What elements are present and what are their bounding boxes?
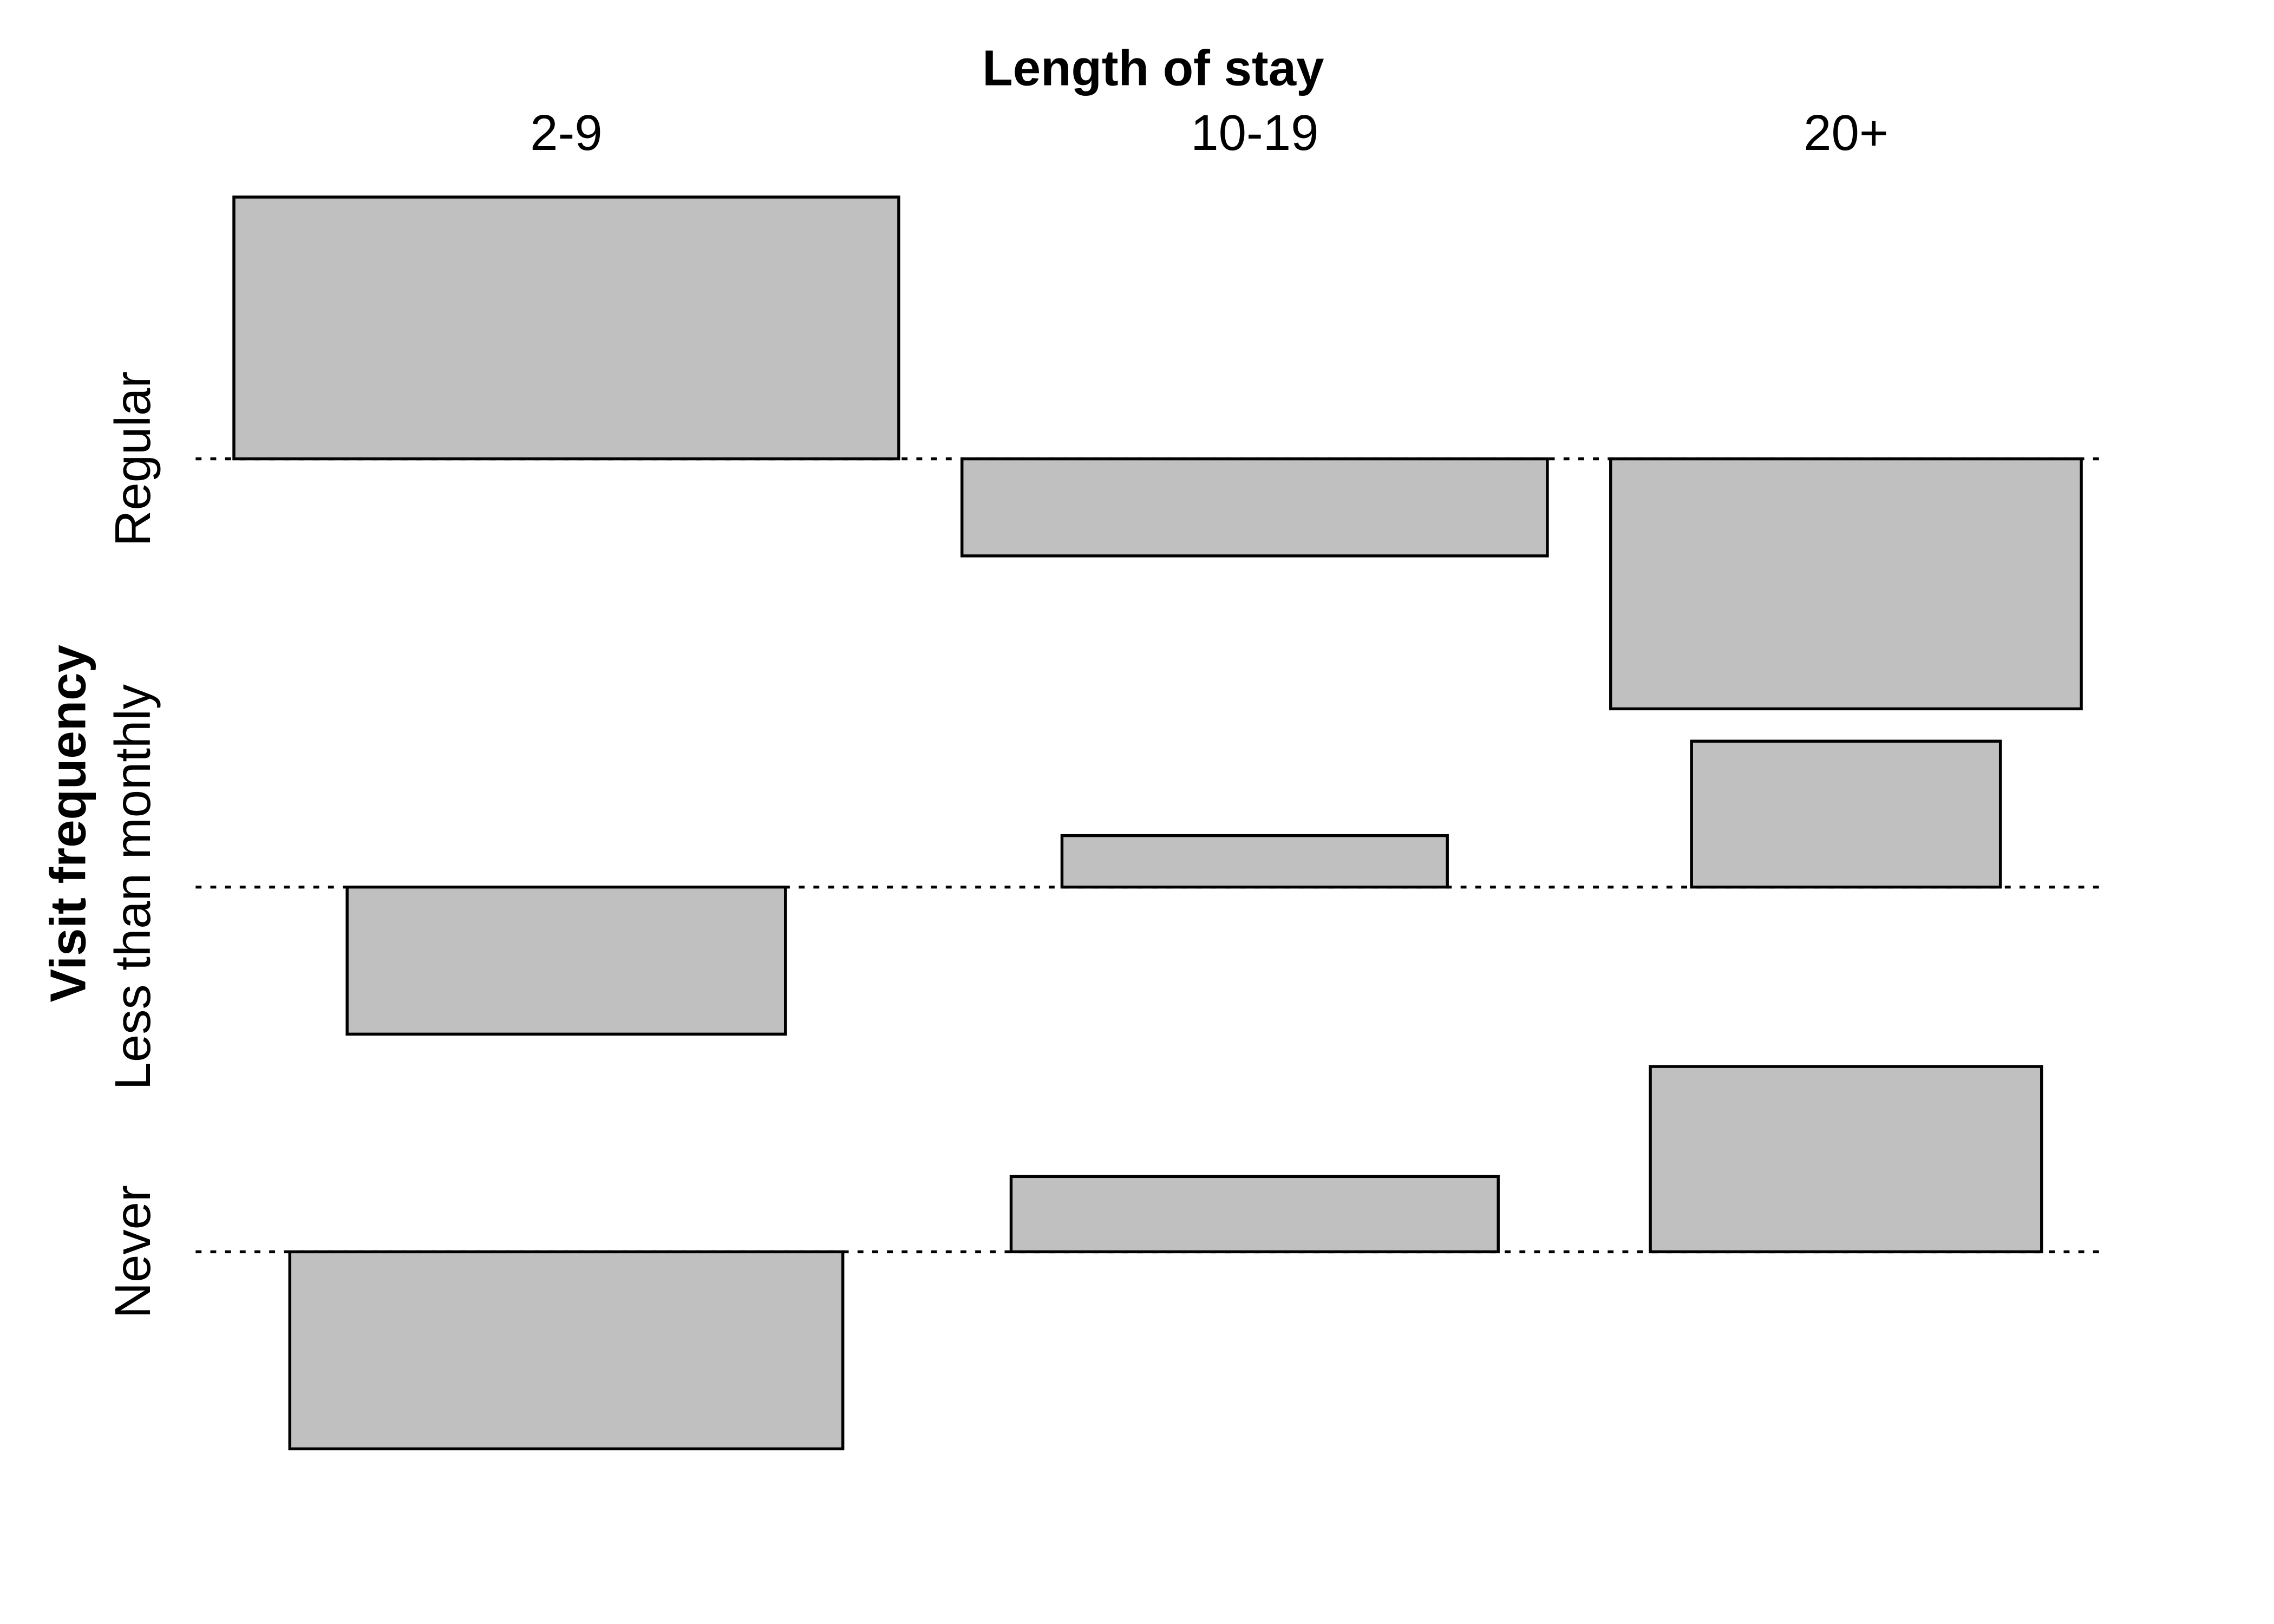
residual-bar xyxy=(232,195,900,461)
residual-bar xyxy=(1690,739,2002,889)
column-label: 2-9 xyxy=(530,104,602,161)
residual-bar xyxy=(1649,1065,2043,1254)
residual-bar xyxy=(345,885,787,1036)
x-axis-title: Length of stay xyxy=(982,40,1324,96)
residual-bar xyxy=(960,457,1549,558)
y-axis-title: Visit frequency xyxy=(40,645,96,1002)
residual-bar xyxy=(1060,834,1449,889)
residual-bar xyxy=(1609,457,2083,711)
residual-bar xyxy=(288,1250,845,1451)
row-label: Never xyxy=(104,1185,161,1318)
column-label: 20+ xyxy=(1803,104,1889,161)
row-label: Regular xyxy=(104,371,161,546)
column-label: 10-19 xyxy=(1191,104,1318,161)
residual-bar xyxy=(1009,1175,1500,1254)
row-label: Less than monthly xyxy=(104,684,161,1090)
